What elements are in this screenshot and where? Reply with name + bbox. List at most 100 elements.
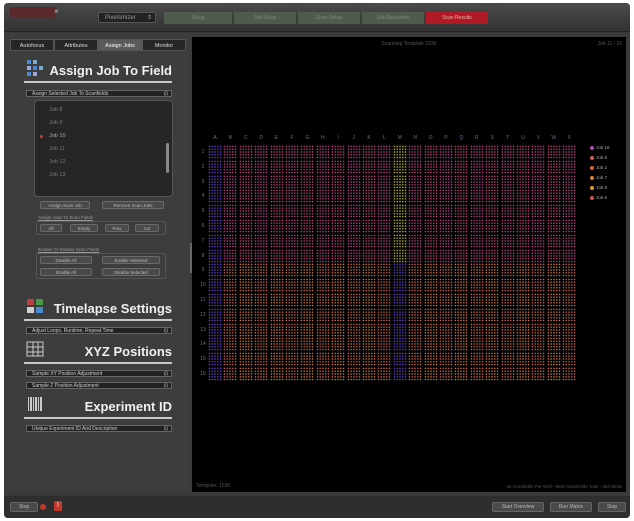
well[interactable] bbox=[346, 367, 361, 381]
well[interactable] bbox=[454, 367, 469, 381]
disable-selected-button[interactable]: Disable Selected bbox=[102, 268, 160, 276]
well[interactable] bbox=[469, 278, 484, 293]
well[interactable] bbox=[223, 307, 238, 322]
well[interactable] bbox=[346, 145, 361, 159]
well[interactable] bbox=[439, 367, 453, 381]
well[interactable] bbox=[300, 307, 315, 322]
well[interactable] bbox=[331, 337, 346, 352]
well[interactable] bbox=[377, 337, 392, 352]
well[interactable] bbox=[485, 248, 500, 263]
well[interactable] bbox=[331, 159, 346, 174]
well[interactable] bbox=[485, 263, 500, 278]
well[interactable] bbox=[392, 189, 407, 204]
well[interactable] bbox=[208, 367, 222, 381]
well[interactable] bbox=[546, 159, 561, 174]
well[interactable] bbox=[254, 367, 269, 381]
well[interactable] bbox=[469, 189, 484, 204]
step-scan-results[interactable]: Scan Results bbox=[426, 12, 488, 24]
well[interactable] bbox=[315, 219, 330, 233]
well[interactable] bbox=[562, 367, 577, 381]
run-matrix-button[interactable]: Run Matrix bbox=[550, 502, 592, 512]
well[interactable] bbox=[408, 367, 423, 381]
well[interactable] bbox=[377, 219, 392, 233]
well[interactable] bbox=[408, 263, 423, 278]
well[interactable] bbox=[223, 337, 238, 352]
well[interactable] bbox=[285, 367, 299, 381]
well[interactable] bbox=[469, 219, 484, 233]
well[interactable] bbox=[469, 159, 484, 174]
well[interactable] bbox=[223, 219, 238, 233]
well[interactable] bbox=[362, 219, 376, 233]
well[interactable] bbox=[377, 322, 392, 337]
well[interactable] bbox=[392, 263, 407, 278]
well[interactable] bbox=[516, 233, 530, 248]
well[interactable] bbox=[500, 145, 515, 159]
well[interactable] bbox=[546, 367, 561, 381]
well[interactable] bbox=[285, 307, 299, 322]
well[interactable] bbox=[485, 293, 500, 307]
well[interactable] bbox=[392, 307, 407, 322]
well[interactable] bbox=[254, 189, 269, 204]
well[interactable] bbox=[423, 189, 438, 204]
well[interactable] bbox=[454, 322, 469, 337]
well[interactable] bbox=[500, 219, 515, 233]
well[interactable] bbox=[562, 322, 577, 337]
well[interactable] bbox=[562, 337, 577, 352]
well[interactable] bbox=[469, 263, 484, 278]
well[interactable] bbox=[223, 367, 238, 381]
well[interactable] bbox=[500, 293, 515, 307]
well[interactable] bbox=[546, 337, 561, 352]
well[interactable] bbox=[315, 337, 330, 352]
panel-splitter[interactable] bbox=[190, 243, 192, 273]
well[interactable] bbox=[423, 219, 438, 233]
well[interactable] bbox=[223, 145, 238, 159]
well[interactable] bbox=[362, 174, 376, 189]
well[interactable] bbox=[300, 263, 315, 278]
well[interactable] bbox=[377, 204, 392, 219]
well[interactable] bbox=[439, 352, 453, 367]
timelapse-collapsible-bar[interactable]: Adjust Loops, Runtime, Repeat Time ⊡ bbox=[26, 327, 172, 334]
well[interactable] bbox=[423, 293, 438, 307]
well[interactable] bbox=[285, 219, 299, 233]
well[interactable] bbox=[208, 263, 222, 278]
well[interactable] bbox=[546, 233, 561, 248]
well[interactable] bbox=[439, 278, 453, 293]
well[interactable] bbox=[238, 322, 253, 337]
well[interactable] bbox=[408, 352, 423, 367]
well[interactable] bbox=[315, 159, 330, 174]
well[interactable] bbox=[208, 278, 222, 293]
well[interactable] bbox=[392, 352, 407, 367]
well[interactable] bbox=[223, 322, 238, 337]
well[interactable] bbox=[423, 263, 438, 278]
info-icon[interactable]: ! bbox=[54, 501, 62, 511]
well[interactable] bbox=[516, 337, 530, 352]
well[interactable] bbox=[346, 263, 361, 278]
well[interactable] bbox=[562, 307, 577, 322]
well[interactable] bbox=[223, 263, 238, 278]
list-item[interactable]: Job 8 bbox=[49, 107, 63, 113]
well[interactable] bbox=[346, 189, 361, 204]
well[interactable] bbox=[377, 145, 392, 159]
well[interactable] bbox=[254, 145, 269, 159]
well[interactable] bbox=[269, 263, 284, 278]
assign-all-button[interactable]: All bbox=[40, 224, 62, 232]
well[interactable] bbox=[238, 352, 253, 367]
well[interactable] bbox=[254, 263, 269, 278]
well[interactable] bbox=[408, 219, 423, 233]
well[interactable] bbox=[362, 352, 376, 367]
well[interactable] bbox=[238, 145, 253, 159]
well[interactable] bbox=[500, 233, 515, 248]
well[interactable] bbox=[516, 189, 530, 204]
well[interactable] bbox=[254, 248, 269, 263]
well[interactable] bbox=[208, 248, 222, 263]
well[interactable] bbox=[346, 293, 361, 307]
well[interactable] bbox=[469, 322, 484, 337]
well[interactable] bbox=[562, 293, 577, 307]
well[interactable] bbox=[208, 293, 222, 307]
well[interactable] bbox=[362, 233, 376, 248]
well[interactable] bbox=[516, 293, 530, 307]
stop-left-button[interactable]: Stop bbox=[10, 502, 38, 512]
well[interactable] bbox=[485, 337, 500, 352]
well[interactable] bbox=[331, 322, 346, 337]
well[interactable] bbox=[300, 367, 315, 381]
